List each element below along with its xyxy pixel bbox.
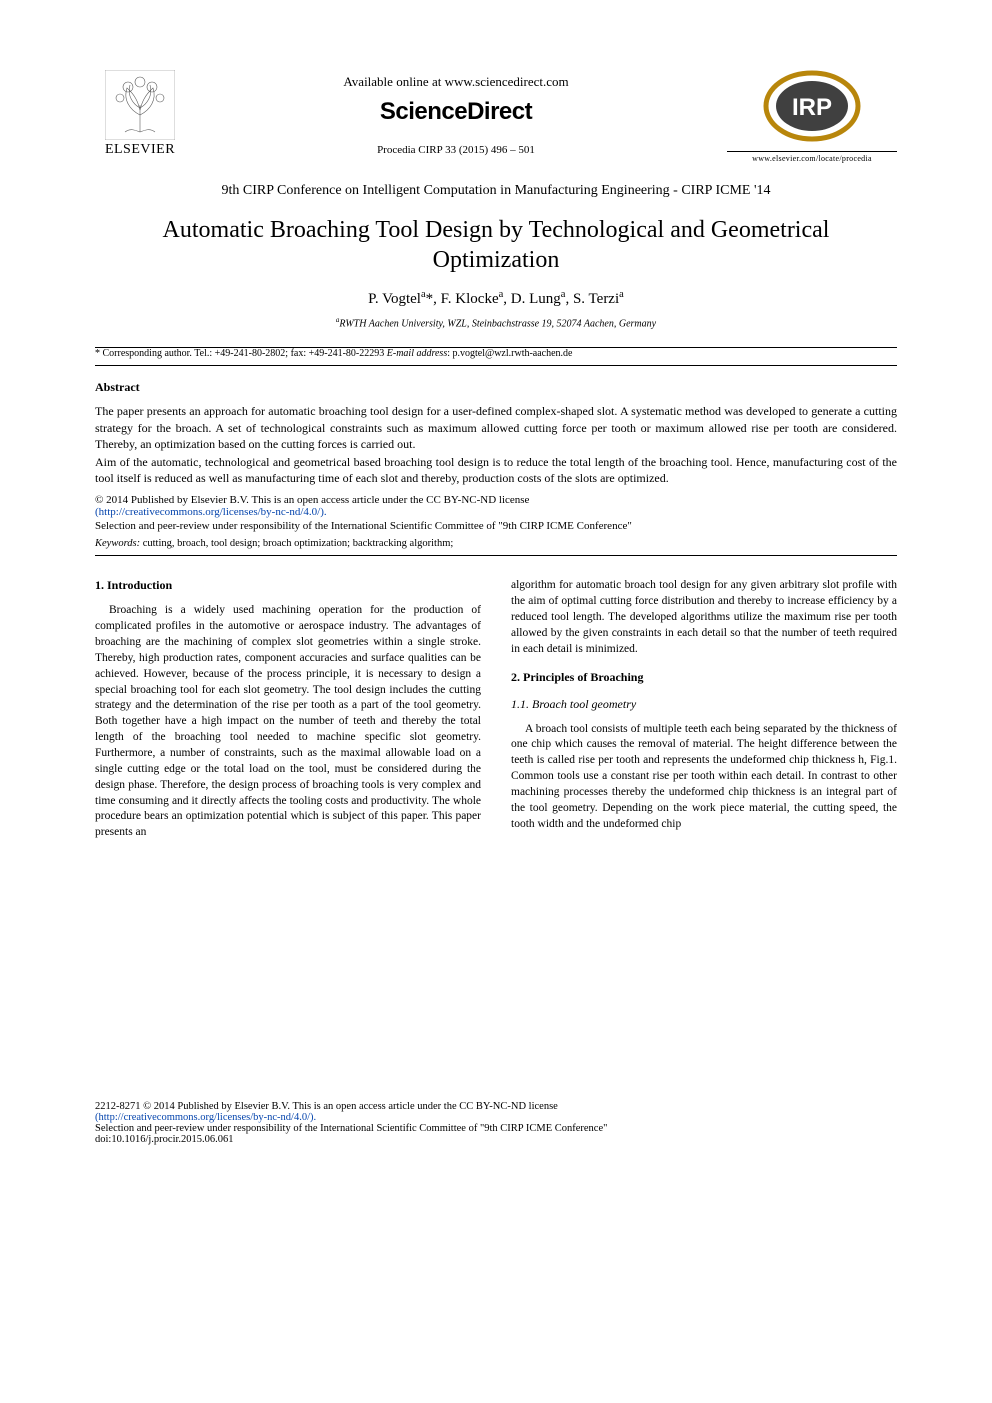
paper-title: Automatic Broaching Tool Design by Techn… [115,215,877,275]
elsevier-publisher-block: ELSEVIER [95,70,185,158]
keywords-label: Keywords: [95,538,140,549]
elsevier-tree-logo-icon [105,70,175,140]
body-paragraph: A broach tool consists of multiple teeth… [511,722,897,833]
body-paragraph: Broaching is a widely used machining ope… [95,603,481,841]
left-column: 1. Introduction Broaching is a widely us… [95,578,481,841]
conference-title: 9th CIRP Conference on Intelligent Compu… [95,183,897,199]
sciencedirect-logo-text: ScienceDirect [185,98,727,126]
abstract-text: The paper presents an approach for autom… [95,403,897,486]
corresponding-author: * Corresponding author. Tel.: +49-241-80… [95,348,897,366]
paper-page: ELSEVIER Available online at www.science… [0,0,992,1205]
abstract-paragraph: Aim of the automatic, technological and … [95,454,897,486]
header-row: ELSEVIER Available online at www.science… [95,70,897,163]
abstract-heading: Abstract [95,380,897,395]
body-columns: 1. Introduction Broaching is a widely us… [95,578,897,841]
subsection-heading: 1.1. Broach tool geometry [511,697,897,712]
page-footer: 2212-8271 © 2014 Published by Elsevier B… [95,1101,897,1145]
keywords-block: Keywords: cutting, broach, tool design; … [95,538,897,556]
body-paragraph: algorithm for automatic broach tool desi… [511,578,897,657]
license-block: © 2014 Published by Elsevier B.V. This i… [95,494,897,518]
footer-selection-line: Selection and peer-review under responsi… [95,1123,607,1134]
keywords-text: cutting, broach, tool design; broach opt… [140,538,453,549]
license-url-link[interactable]: (http://creativecommons.org/licenses/by-… [95,506,327,518]
affiliation-line: aRWTH Aachen University, WZL, Steinbachs… [95,316,897,329]
journal-locate-url: www.elsevier.com/locate/procedia [727,151,897,163]
license-line: © 2014 Published by Elsevier B.V. This i… [95,494,529,506]
footer-license-line: 2212-8271 © 2014 Published by Elsevier B… [95,1101,558,1112]
irp-logo-icon: IRP [762,70,862,142]
elsevier-label: ELSEVIER [105,142,175,158]
author-list: P. Vogtela*, F. Klockea, D. Lunga, S. Te… [95,289,897,308]
footer-license-link[interactable]: (http://creativecommons.org/licenses/by-… [95,1112,316,1123]
footer-doi: doi:10.1016/j.procir.2015.06.061 [95,1134,234,1145]
section-heading: 2. Principles of Broaching [511,670,897,685]
section-heading: 1. Introduction [95,578,481,593]
right-column: algorithm for automatic broach tool desi… [511,578,897,841]
available-online-text: Available online at www.sciencedirect.co… [185,74,727,90]
irp-journal-block: IRP www.elsevier.com/locate/procedia [727,70,897,163]
center-header: Available online at www.sciencedirect.co… [185,70,727,156]
procedia-citation: Procedia CIRP 33 (2015) 496 – 501 [185,144,727,156]
irp-logo-text: IRP [792,94,832,121]
peer-review-line: Selection and peer-review under responsi… [95,520,897,532]
abstract-paragraph: The paper presents an approach for autom… [95,403,897,452]
